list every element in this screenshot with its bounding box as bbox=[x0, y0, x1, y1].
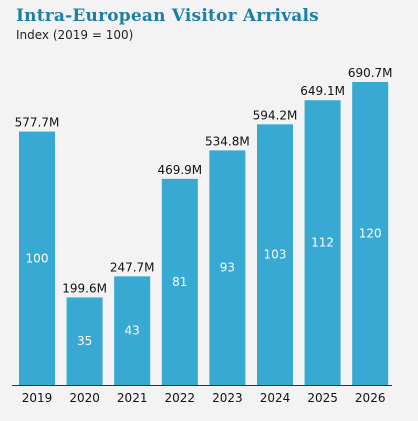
x-tick-label-2019: 2019 bbox=[22, 391, 53, 405]
index-label-2022: 81 bbox=[172, 275, 187, 289]
index-label-2024: 103 bbox=[264, 248, 287, 262]
bar-2024 bbox=[257, 124, 293, 386]
x-tick-label-2022: 2022 bbox=[165, 391, 196, 405]
value-label-2023: 534.8M bbox=[205, 134, 250, 148]
value-label-2019: 577.7M bbox=[15, 116, 60, 130]
bar-2026 bbox=[352, 82, 389, 385]
bar-2025 bbox=[304, 100, 341, 385]
bar-2021 bbox=[114, 276, 151, 385]
x-tick-label-2020: 2020 bbox=[69, 391, 100, 405]
value-label-2022: 469.9M bbox=[157, 163, 202, 177]
x-tick-label-2021: 2021 bbox=[117, 391, 148, 405]
bar-2023 bbox=[209, 150, 246, 385]
chart-title: Intra-European Visitor Arrivals bbox=[16, 6, 319, 26]
x-tick-label-2026: 2026 bbox=[355, 391, 386, 405]
bar-2019 bbox=[19, 131, 55, 385]
index-label-2026: 120 bbox=[359, 227, 382, 241]
index-label-2021: 43 bbox=[125, 324, 140, 338]
index-label-2025: 112 bbox=[311, 236, 334, 250]
index-label-2020: 35 bbox=[77, 334, 92, 348]
x-tick-label-2024: 2024 bbox=[260, 391, 291, 405]
value-label-2021: 247.7M bbox=[110, 260, 155, 274]
value-label-2026: 690.7M bbox=[348, 66, 393, 80]
x-tick-label-2023: 2023 bbox=[212, 391, 243, 405]
value-label-2025: 649.1M bbox=[300, 84, 345, 98]
bar-2022 bbox=[161, 178, 198, 385]
value-label-2024: 594.2M bbox=[253, 108, 298, 122]
value-label-2020: 199.6M bbox=[62, 281, 107, 295]
chart-subtitle: Index (2019 = 100) bbox=[16, 28, 134, 42]
index-label-2019: 100 bbox=[26, 251, 49, 265]
bar-2020 bbox=[66, 297, 103, 385]
index-label-2023: 93 bbox=[220, 261, 235, 275]
x-tick-label-2025: 2025 bbox=[307, 391, 338, 405]
